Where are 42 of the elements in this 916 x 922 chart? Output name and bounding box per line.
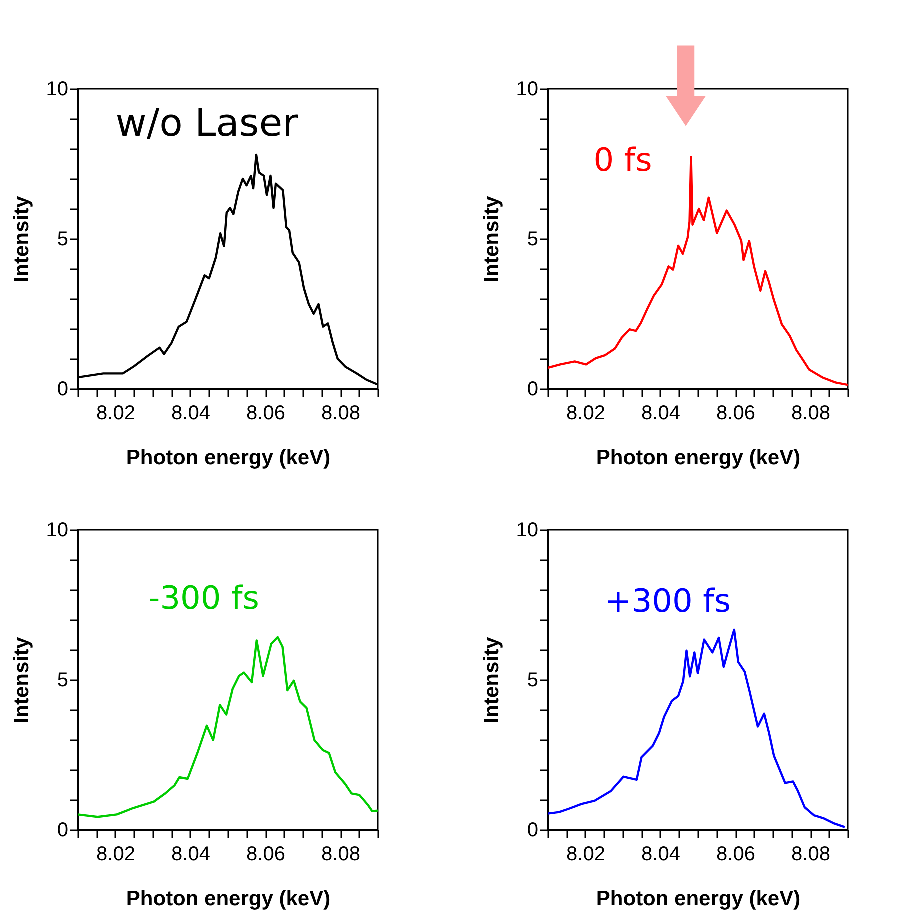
- x-axis-title: Photon energy (keV): [126, 446, 331, 470]
- x-axis-title: Photon energy (keV): [596, 888, 801, 910]
- x-tick-label: 8.06: [716, 844, 756, 866]
- x-axis-title: Photon energy (keV): [596, 446, 801, 470]
- y-tick-label: 5: [527, 670, 538, 692]
- x-tick-label: 8.04: [642, 844, 680, 866]
- y-axis-title: Intensity: [480, 637, 504, 724]
- line-series: [548, 628, 846, 828]
- y-tick-label: 10: [516, 520, 538, 542]
- x-tick-label: 8.02: [566, 844, 606, 866]
- y-tick-label: 0: [527, 820, 538, 842]
- y-axis-title: Intensity: [10, 637, 34, 724]
- x-tick-label: 8.04: [172, 402, 210, 424]
- series-label: w/o Laser: [116, 101, 299, 145]
- x-tick-label: 8.06: [246, 402, 286, 424]
- series-label: 0 fs: [594, 141, 652, 179]
- x-tick-label: 8.08: [792, 844, 830, 866]
- x-tick-label: 8.02: [96, 402, 136, 424]
- y-tick-label: 5: [57, 670, 68, 692]
- y-axis-title: Intensity: [10, 196, 34, 283]
- x-tick-label: 8.06: [716, 402, 756, 424]
- x-tick-label: 8.08: [322, 844, 360, 866]
- x-tick-label: 8.06: [246, 844, 286, 866]
- y-tick-label: 0: [57, 820, 68, 842]
- y-tick-label: 10: [46, 78, 68, 100]
- x-tick-label: 8.02: [96, 844, 136, 866]
- y-tick-label: 0: [57, 378, 68, 400]
- x-tick-label: 8.08: [322, 402, 360, 424]
- x-tick-label: 8.04: [172, 844, 210, 866]
- series-label: +300 fs: [605, 582, 731, 620]
- y-tick-label: 5: [57, 228, 68, 250]
- line-series: [78, 636, 378, 818]
- y-tick-label: 0: [527, 378, 538, 400]
- x-tick-label: 8.08: [792, 402, 830, 424]
- y-tick-label: 10: [516, 78, 538, 100]
- x-axis-title: Photon energy (keV): [126, 888, 331, 910]
- x-tick-label: 8.04: [642, 402, 680, 424]
- y-tick-label: 5: [527, 228, 538, 250]
- series-label: -300 fs: [148, 579, 260, 617]
- y-tick-label: 10: [46, 520, 68, 542]
- x-tick-label: 8.02: [566, 402, 606, 424]
- y-axis-title: Intensity: [480, 196, 504, 283]
